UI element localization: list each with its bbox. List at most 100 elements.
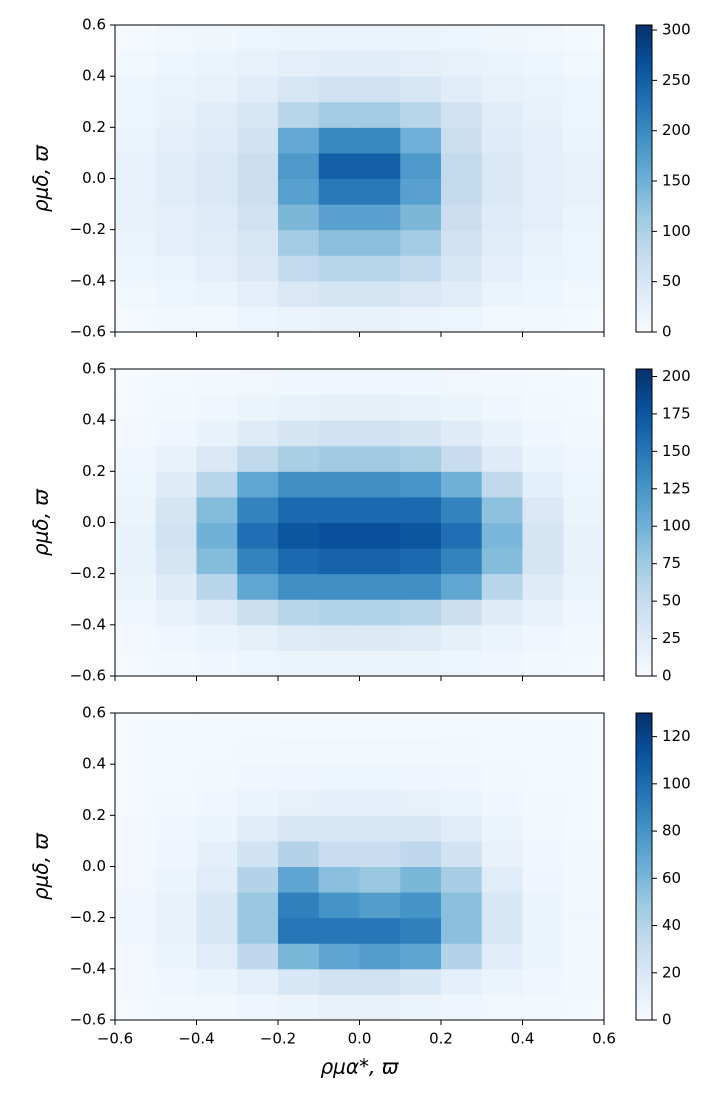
histogram-cell — [196, 127, 238, 154]
histogram-cell — [563, 369, 605, 396]
histogram-cell — [522, 76, 564, 103]
histogram-cell — [196, 994, 238, 1021]
y-tick-label: 0.4 — [82, 755, 106, 773]
histogram-cell — [563, 738, 605, 765]
histogram-cell — [196, 178, 238, 205]
histogram-cell — [359, 496, 401, 523]
histogram-cell — [400, 968, 442, 995]
histogram-cell — [237, 394, 279, 421]
histogram-cell — [563, 917, 605, 944]
x-axis-label: ρμα*, ϖ — [320, 1055, 399, 1079]
histogram-cell — [318, 624, 360, 651]
histogram-cell — [155, 764, 197, 791]
x-tick-label: 0.6 — [592, 1030, 616, 1048]
histogram-cell — [196, 229, 238, 256]
histogram-cell — [400, 445, 442, 472]
histogram-cell — [115, 127, 157, 154]
y-tick-label: 0.4 — [82, 411, 106, 429]
histogram-cell — [278, 178, 320, 205]
histogram-cell — [400, 599, 442, 626]
histogram-cell — [563, 280, 605, 307]
histogram-cell — [115, 943, 157, 970]
histogram-cell — [155, 76, 197, 103]
histogram-cell — [522, 229, 564, 256]
histogram-cell — [522, 599, 564, 626]
histogram-cell — [481, 101, 523, 128]
y-tick-label: −0.6 — [70, 323, 106, 341]
histogram-cell — [359, 522, 401, 549]
y-tick-label: 0.2 — [82, 118, 106, 136]
histogram-cell — [481, 713, 523, 740]
histogram-cell — [278, 306, 320, 333]
histogram-cell — [522, 815, 564, 842]
histogram-cell — [481, 229, 523, 256]
histogram-cell — [400, 764, 442, 791]
histogram-cell — [441, 866, 483, 893]
histogram-cell — [278, 599, 320, 626]
histogram-cell — [318, 394, 360, 421]
histogram-cell — [196, 624, 238, 651]
histogram-cell — [359, 76, 401, 103]
histogram-cell — [278, 255, 320, 282]
histogram-cell — [155, 968, 197, 995]
colorbar-tick-label: 75 — [662, 554, 681, 572]
histogram-cell — [563, 994, 605, 1021]
histogram-cell — [278, 866, 320, 893]
histogram-cell — [196, 840, 238, 867]
histogram-cell — [522, 496, 564, 523]
histogram-cell — [155, 152, 197, 179]
histogram-cell — [522, 573, 564, 600]
histogram-cell — [563, 943, 605, 970]
histogram-cell — [400, 127, 442, 154]
histogram-cell — [237, 127, 279, 154]
histogram-cell — [318, 229, 360, 256]
histogram-cell — [481, 866, 523, 893]
histogram-cell — [196, 943, 238, 970]
histogram-cell — [441, 445, 483, 472]
y-axis-label: ρμδ, ϖ — [29, 488, 53, 556]
histogram-cell — [196, 968, 238, 995]
histogram-cell — [115, 892, 157, 919]
colorbar-tick-label: 50 — [662, 272, 681, 290]
histogram-cell — [563, 789, 605, 816]
histogram-cell — [441, 496, 483, 523]
histogram-cell — [115, 764, 157, 791]
histogram-cell — [237, 866, 279, 893]
histogram-cell — [318, 892, 360, 919]
histogram-cell — [115, 471, 157, 498]
histogram-cell — [359, 204, 401, 231]
x-tick-label: −0.2 — [260, 1030, 296, 1048]
histogram-cell — [115, 76, 157, 103]
histogram-cell — [155, 127, 197, 154]
histogram-cell — [522, 101, 564, 128]
histogram-cell — [359, 713, 401, 740]
histogram-cell — [318, 471, 360, 498]
histogram-cell — [481, 522, 523, 549]
histogram-cell — [481, 420, 523, 447]
histogram-cell — [237, 624, 279, 651]
colorbar-tick-label: 0 — [662, 323, 672, 341]
histogram-cell — [400, 840, 442, 867]
histogram-cell — [237, 840, 279, 867]
histogram-cell — [441, 994, 483, 1021]
histogram-cell — [441, 255, 483, 282]
histogram-cell — [318, 101, 360, 128]
histogram-cell — [400, 50, 442, 77]
histogram-cell — [400, 573, 442, 600]
histogram-cell — [237, 573, 279, 600]
histogram-cell — [155, 420, 197, 447]
histogram-cell — [481, 650, 523, 677]
histogram-cell — [563, 650, 605, 677]
histogram-cell — [400, 624, 442, 651]
histogram-cell — [359, 178, 401, 205]
histogram-cell — [237, 968, 279, 995]
histogram-cell — [481, 152, 523, 179]
histogram-cell — [115, 815, 157, 842]
histogram-cell — [441, 204, 483, 231]
histogram-cell — [318, 738, 360, 765]
histogram-cell — [522, 178, 564, 205]
histogram-cell — [359, 764, 401, 791]
histogram-cell — [522, 548, 564, 575]
histogram-cell — [196, 255, 238, 282]
histogram-cell — [441, 394, 483, 421]
